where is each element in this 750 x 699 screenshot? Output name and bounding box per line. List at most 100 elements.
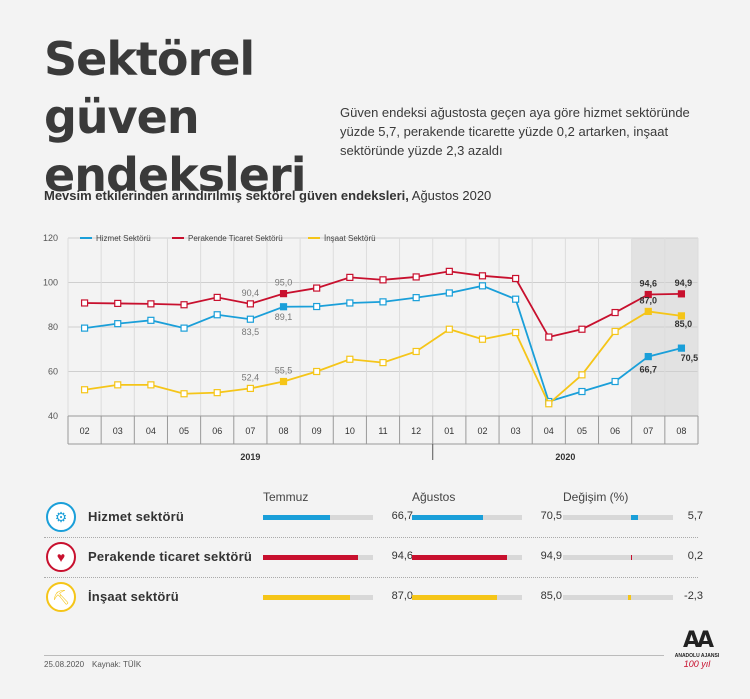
data-label: 94,9 [675,278,693,288]
column-header: Ağustos [412,490,456,504]
x-tick-label: 05 [179,426,189,436]
data-point [578,325,586,333]
change-bar [563,515,673,520]
value-label: 94,9 [540,550,562,562]
x-tick-label: 05 [577,426,587,436]
chart-subtitle-rest: Ağustos 2020 [408,188,492,203]
chart-subtitle: Mevsim etkilerinden arındırılmış sektöre… [44,188,491,203]
legend-label: Hizmet Sektörü [96,234,151,243]
data-label: 52,4 [242,372,260,382]
data-point [478,335,487,343]
data-point [80,299,89,307]
description: Güven endeksi ağustosta geçen aya göre h… [340,105,690,158]
y-tick-label: 120 [43,233,58,243]
data-point [512,295,520,303]
x-tick-label: 06 [212,426,222,436]
data-point [545,400,553,408]
data-point [412,347,420,356]
value-bar-fill [263,595,350,600]
data-point [677,344,686,352]
data-point [213,311,221,319]
row-label: İnşaat sektörü [88,589,179,604]
row-separator [44,537,698,538]
line-chart: 40 60 80 100 120 02 03 04 05 06 07 08 09 10 11 12 01 02 03… [43,233,699,462]
data-point [213,389,221,397]
footer-source: Kaynak: TÜİK [92,660,142,669]
change-bar [563,595,673,600]
data-point [379,298,387,306]
footer-divider [44,655,664,656]
change-bar [563,555,673,560]
data-label: 70,5 [681,353,699,363]
data-point [279,377,288,386]
year-label-2019: 2019 [240,452,260,462]
data-point [578,371,586,379]
x-tick-label: 06 [610,426,620,436]
x-tick-label: 08 [676,426,686,436]
change-bar-fill [631,515,638,520]
data-point [114,320,122,328]
data-point [611,308,619,317]
y-tick-label: 40 [48,411,58,421]
value-label: 94,6 [391,550,413,562]
value-bar-fill [412,515,483,520]
data-point [246,384,254,393]
data-label: 83,5 [242,327,260,337]
data-point [346,355,354,363]
data-label: 90,4 [242,288,260,298]
change-label: 0,2 [687,550,703,562]
data-point [644,290,652,299]
data-label: 55,5 [275,366,293,376]
y-tick-label: 80 [48,322,58,332]
x-tick-label: 07 [643,426,653,436]
y-tick-label: 60 [48,367,58,377]
x-tick-label: 01 [444,426,454,436]
data-point [80,386,89,394]
data-point [412,294,420,302]
change-label: -2,3 [684,590,703,602]
legend-label: Perakende Ticaret Sektörü [188,234,283,243]
data-point [478,272,487,280]
data-label: 66,7 [639,365,657,375]
data-point [114,299,122,308]
title-line-1: Sektörel güven [44,32,255,144]
row-separator [44,577,698,578]
data-point [346,273,354,281]
gears-icon: ⚙ [46,502,76,532]
value-label: 70,5 [540,510,562,522]
x-tick-label: 03 [113,426,123,436]
data-point [313,284,321,292]
x-tick-label: 10 [345,426,355,436]
value-bar [263,515,373,520]
data-point [445,289,453,297]
data-point [379,276,387,284]
data-point [180,301,188,309]
data-point [578,387,586,396]
data-label: 85,0 [675,319,693,329]
title-line-2: endeksleri [44,148,306,202]
data-point [677,290,686,298]
data-point [213,293,221,302]
x-tick-label: 02 [80,426,90,436]
value-label: 66,7 [391,510,413,522]
x-tick-label: 02 [477,426,487,436]
logo-anniversary: 100 yıl [683,659,711,669]
value-bar-fill [412,595,497,600]
value-label: 85,0 [540,590,562,602]
data-point [313,302,321,311]
data-point [80,324,89,332]
data-point [512,274,520,283]
data-label: 95,0 [275,278,293,288]
data-point [180,390,188,398]
logo-mark: AA [682,628,714,653]
data-label: 89,1 [275,312,293,322]
data-point [644,307,652,316]
value-label: 87,0 [391,590,413,602]
change-bar-fill [628,595,631,600]
data-point [279,303,288,311]
x-tick-label: 08 [279,426,289,436]
data-point [180,324,188,332]
data-point [677,312,686,320]
year-label-2020: 2020 [555,452,575,462]
data-point [611,327,619,336]
